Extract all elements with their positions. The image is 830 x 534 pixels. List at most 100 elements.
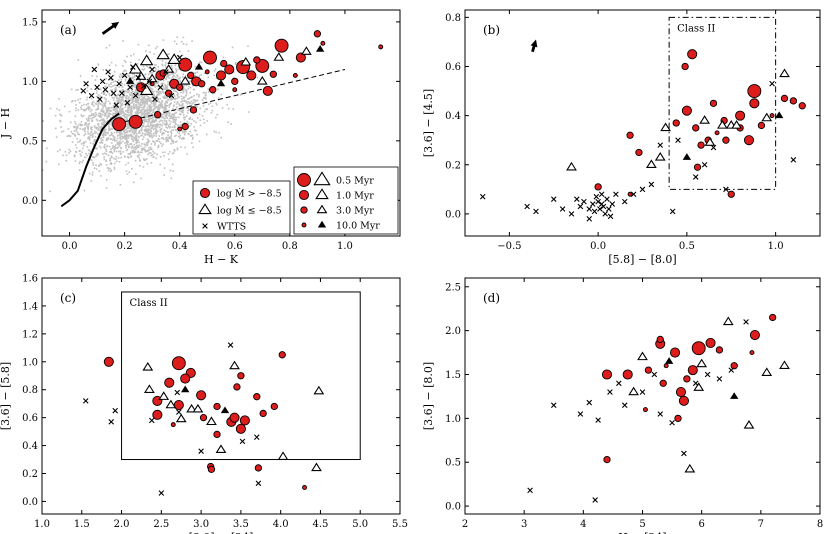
- legend-age-label: 10.0 Myr: [336, 221, 380, 232]
- data-point: [613, 191, 619, 198]
- data-point: [550, 402, 557, 409]
- data-point: [278, 351, 286, 359]
- data-point: [229, 412, 240, 423]
- data-point: [171, 356, 186, 371]
- data-point: [675, 137, 681, 143]
- data-point: [110, 90, 117, 97]
- data-point: [779, 360, 790, 369]
- data-point: [103, 356, 114, 367]
- data-point: [722, 136, 730, 144]
- data-point: [224, 64, 235, 75]
- data-point: [621, 198, 628, 205]
- data-point: [757, 121, 766, 130]
- data-point: [574, 196, 580, 202]
- data-point: [630, 191, 637, 198]
- data-point: [594, 183, 602, 191]
- data-point: [779, 68, 790, 78]
- data-point: [769, 113, 775, 119]
- data-point: [704, 137, 716, 146]
- y-tick-label: 1.5: [22, 17, 38, 28]
- legend-age-circle: [297, 173, 311, 187]
- data-point: [163, 69, 169, 75]
- data-point: [146, 73, 158, 83]
- data-point: [728, 367, 735, 373]
- x-tick-label: 3: [521, 519, 527, 530]
- data-point: [709, 99, 718, 107]
- data-point: [180, 373, 191, 384]
- data-point: [116, 80, 122, 87]
- data-point: [681, 62, 689, 71]
- data-point: [749, 329, 760, 341]
- plot-frame: [464, 277, 821, 515]
- data-point: [203, 50, 217, 65]
- legend-wtts-label: WTTS: [217, 222, 246, 233]
- data-point: [112, 117, 127, 132]
- y-tick-label: 1.0: [22, 357, 38, 368]
- data-point: [716, 376, 723, 382]
- data-point: [91, 66, 98, 73]
- legend-accretor-label: log Ṁ > −8.5: [217, 188, 282, 200]
- data-point: [156, 48, 170, 60]
- reddening-line: [124, 68, 346, 123]
- x-axis-label: [5.8] − [8.0]: [608, 253, 676, 266]
- data-point: [99, 78, 106, 85]
- data-point: [669, 347, 681, 358]
- x-tick-label: 7: [758, 519, 764, 530]
- data-point: [154, 111, 162, 119]
- data-point: [152, 409, 163, 420]
- data-point: [659, 379, 667, 387]
- data-point: [723, 186, 729, 193]
- data-point: [141, 83, 147, 89]
- data-point: [240, 56, 252, 66]
- x-tick-label: 0.4: [172, 241, 188, 252]
- y-tick-label: 0.8: [22, 385, 38, 396]
- data-point: [255, 480, 262, 487]
- y-tick-label: 0.2: [22, 469, 38, 480]
- data-point: [710, 144, 717, 151]
- data-point: [593, 193, 600, 200]
- data-point: [622, 369, 633, 380]
- data-point: [761, 367, 773, 376]
- data-point: [213, 430, 221, 439]
- data-point: [295, 52, 306, 63]
- data-point: [479, 193, 486, 200]
- data-point: [592, 497, 598, 503]
- data-point: [277, 451, 289, 460]
- x-tick-label: 1.0: [337, 241, 353, 252]
- data-point: [128, 114, 143, 129]
- data-point: [600, 203, 607, 210]
- legend-age-label: 3.0 Myr: [336, 206, 374, 217]
- legend-age-triangle: [313, 171, 331, 186]
- x-tick-label: 0.8: [282, 241, 298, 252]
- data-point: [311, 462, 322, 472]
- data-point: [378, 44, 384, 50]
- y-tick-label: 0.6: [445, 62, 461, 73]
- data-point: [233, 383, 241, 391]
- data-point: [774, 111, 784, 119]
- data-point: [628, 386, 640, 396]
- panel-a: 0.0 0.2 0.4 0.6 0.8 1.0 0.0 0.5 1.0 1.5 H − K J − H…: [0, 9, 401, 266]
- data-point: [705, 337, 716, 348]
- y-axis-label: [3.6] − [8.0]: [422, 362, 435, 430]
- data-point: [178, 57, 193, 72]
- y-tick-label: 0.4: [445, 111, 461, 122]
- data-point: [176, 83, 184, 91]
- plot-area-c: Class II: [82, 291, 361, 496]
- data-point: [550, 196, 557, 202]
- y-tick-label: 1.0: [22, 77, 38, 88]
- data-point: [663, 363, 669, 369]
- data-point: [181, 385, 190, 393]
- data-point: [590, 201, 596, 207]
- data-point: [174, 389, 181, 396]
- x-tick-label: 0.0: [590, 241, 606, 252]
- data-point: [220, 59, 228, 68]
- y-tick-label: 0.8: [445, 13, 461, 24]
- data-point: [105, 69, 111, 75]
- data-point: [609, 201, 616, 207]
- legend-non-accretor-marker: [198, 203, 212, 215]
- data-point: [761, 112, 773, 122]
- legend-age-triangle: [316, 204, 328, 214]
- data-point: [749, 350, 755, 356]
- data-point: [586, 206, 593, 212]
- data-point: [239, 438, 246, 445]
